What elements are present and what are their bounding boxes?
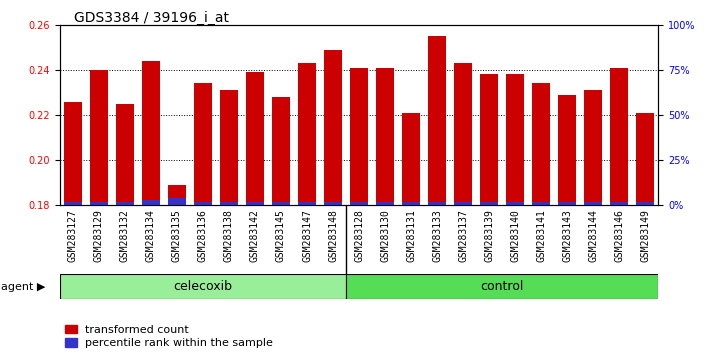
Bar — [584, 202, 603, 205]
Bar — [376, 68, 394, 205]
Bar — [168, 198, 186, 205]
Bar — [350, 202, 368, 205]
Bar — [220, 90, 238, 205]
Text: GSM283146: GSM283146 — [614, 209, 624, 262]
Text: agent ▶: agent ▶ — [1, 282, 45, 292]
Bar — [558, 202, 577, 205]
Bar — [480, 202, 498, 205]
Bar — [115, 202, 134, 205]
Text: GSM283134: GSM283134 — [146, 209, 156, 262]
Bar — [454, 63, 472, 205]
Text: GSM283131: GSM283131 — [406, 209, 416, 262]
Text: GSM283135: GSM283135 — [172, 209, 182, 262]
Text: GSM283130: GSM283130 — [380, 209, 390, 262]
Bar — [272, 202, 290, 205]
Text: celecoxib: celecoxib — [173, 280, 232, 293]
Bar — [115, 104, 134, 205]
Bar — [220, 202, 238, 205]
Text: GDS3384 / 39196_i_at: GDS3384 / 39196_i_at — [74, 11, 229, 25]
Bar — [194, 202, 212, 205]
Bar — [246, 202, 264, 205]
Bar — [428, 202, 446, 205]
Bar — [64, 202, 82, 205]
Bar — [298, 63, 316, 205]
Bar — [506, 202, 524, 205]
Bar — [376, 202, 394, 205]
Bar — [60, 274, 346, 299]
Bar — [428, 36, 446, 205]
Text: GSM283143: GSM283143 — [562, 209, 572, 262]
Bar — [194, 84, 212, 205]
Bar — [636, 202, 654, 205]
Bar — [610, 68, 628, 205]
Bar — [402, 202, 420, 205]
Legend: transformed count, percentile rank within the sample: transformed count, percentile rank withi… — [65, 325, 273, 348]
Bar — [610, 202, 628, 205]
Text: GSM283136: GSM283136 — [198, 209, 208, 262]
Bar — [246, 72, 264, 205]
Bar — [532, 84, 551, 205]
Text: GSM283139: GSM283139 — [484, 209, 494, 262]
Text: GSM283144: GSM283144 — [589, 209, 598, 262]
Bar — [90, 202, 108, 205]
Bar — [636, 113, 654, 205]
Text: GSM283127: GSM283127 — [68, 209, 78, 262]
Bar — [584, 90, 603, 205]
Text: GSM283148: GSM283148 — [328, 209, 338, 262]
Bar — [324, 50, 342, 205]
Bar — [346, 274, 658, 299]
Bar — [142, 200, 160, 205]
Text: GSM283147: GSM283147 — [302, 209, 312, 262]
Bar — [558, 95, 577, 205]
Bar — [480, 74, 498, 205]
Text: GSM283133: GSM283133 — [432, 209, 442, 262]
Text: GSM283145: GSM283145 — [276, 209, 286, 262]
Bar — [64, 102, 82, 205]
Text: GSM283142: GSM283142 — [250, 209, 260, 262]
Bar — [532, 202, 551, 205]
Bar — [324, 202, 342, 205]
Text: GSM283138: GSM283138 — [224, 209, 234, 262]
Text: GSM283132: GSM283132 — [120, 209, 130, 262]
Text: GSM283137: GSM283137 — [458, 209, 468, 262]
Bar — [298, 202, 316, 205]
Bar — [454, 202, 472, 205]
Bar — [402, 113, 420, 205]
Text: control: control — [480, 280, 524, 293]
Bar — [506, 74, 524, 205]
Text: GSM283141: GSM283141 — [536, 209, 546, 262]
Text: GSM283128: GSM283128 — [354, 209, 364, 262]
Text: GSM283149: GSM283149 — [640, 209, 650, 262]
Text: GSM283129: GSM283129 — [94, 209, 104, 262]
Bar — [142, 61, 160, 205]
Bar — [350, 68, 368, 205]
Bar — [272, 97, 290, 205]
Bar — [168, 185, 186, 205]
Bar — [90, 70, 108, 205]
Text: GSM283140: GSM283140 — [510, 209, 520, 262]
